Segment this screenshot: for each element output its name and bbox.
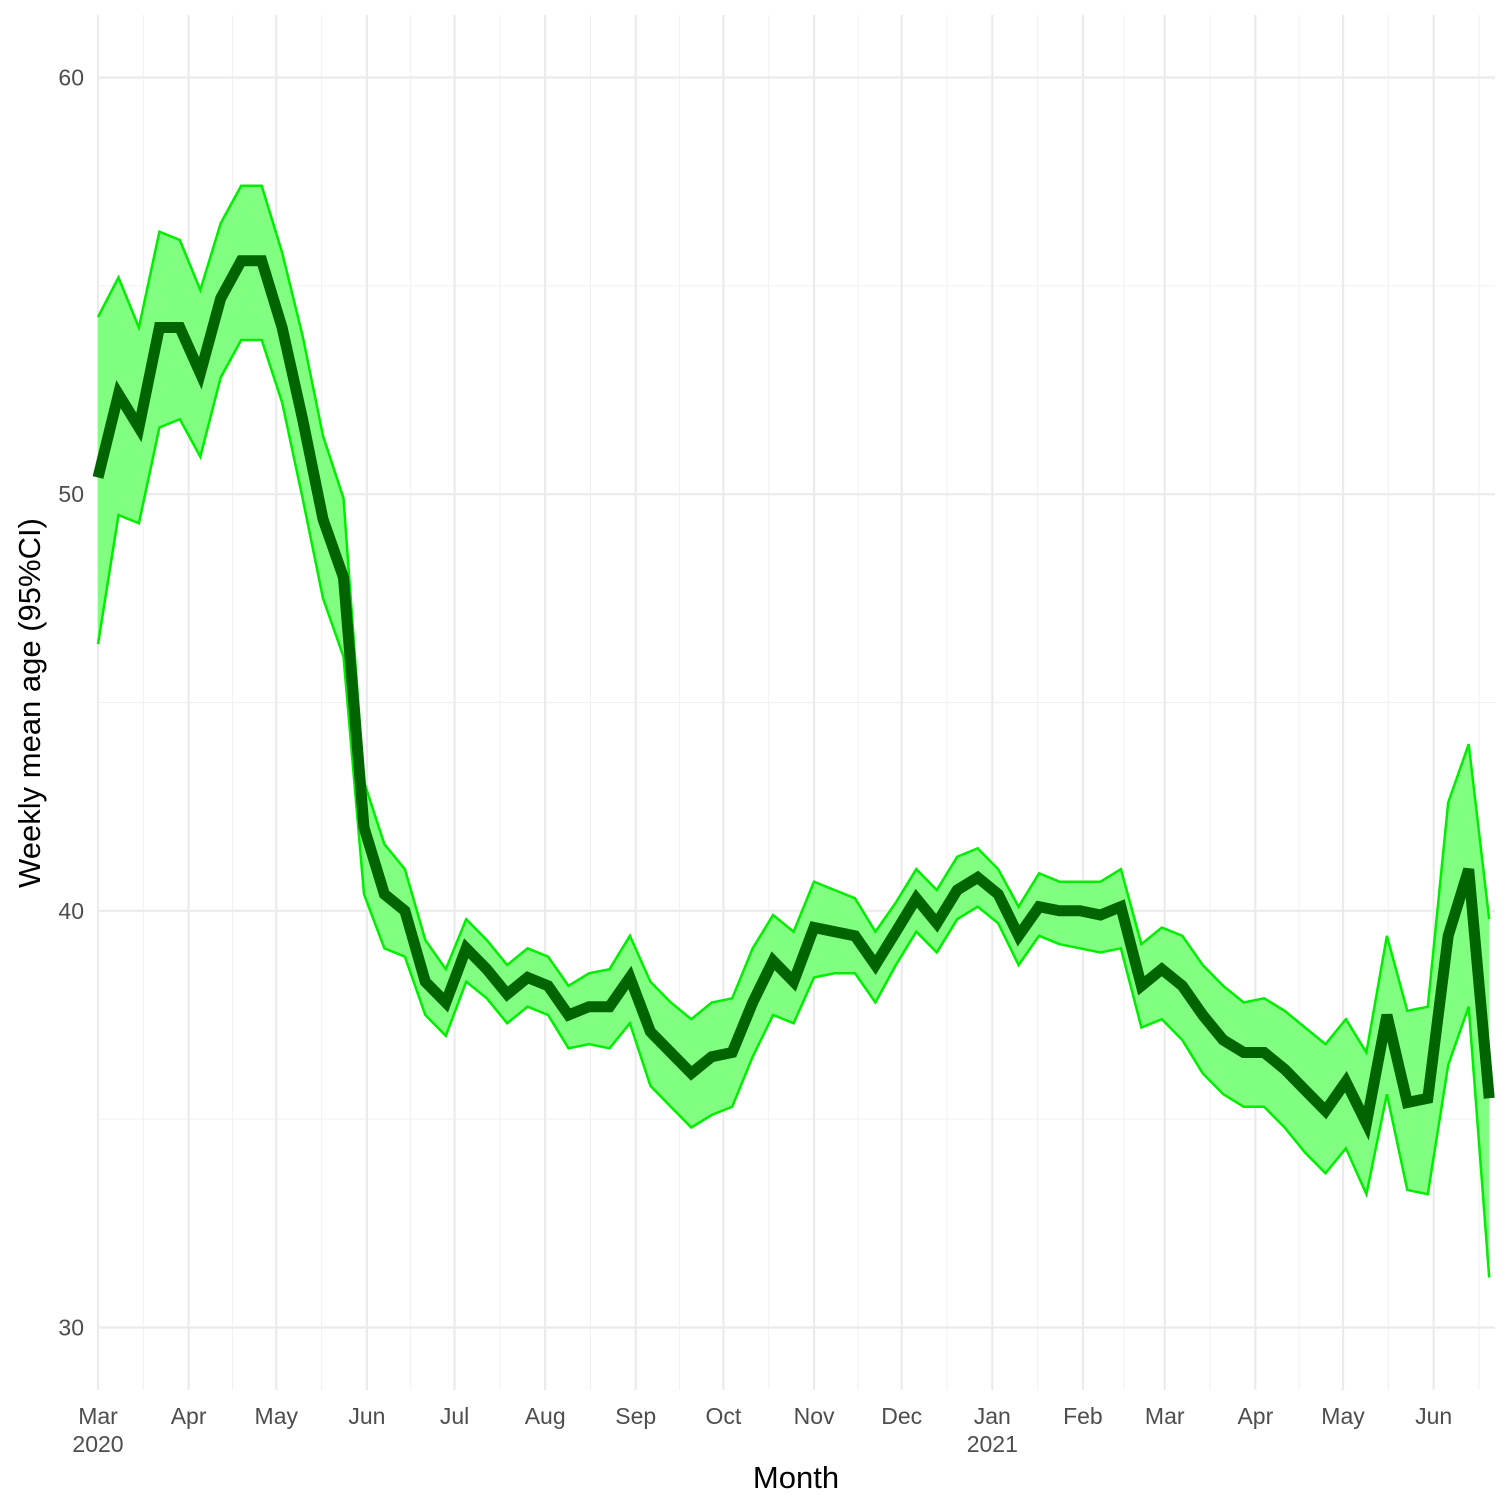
y-tick-label: 60 [58,65,84,91]
x-tick-label: May [255,1403,299,1429]
y-tick-label: 50 [58,481,84,507]
x-tick-label: Jun [1415,1403,1452,1429]
x-tick-label: May [1321,1403,1365,1429]
y-tick-label: 30 [58,1315,84,1341]
x-axis-title: Month [753,1460,839,1495]
ci-upper [96,184,1491,1056]
x-tick-label: Jan 2021 [967,1403,1018,1457]
x-tick-label: Mar [1145,1403,1185,1429]
x-tick-label: Dec [881,1403,922,1429]
x-tick-label: Apr [1237,1403,1273,1429]
x-tick-label: Oct [706,1403,742,1429]
ci-lower [96,338,1491,1278]
x-tick-label: Sep [615,1403,656,1429]
x-tick-label: Jun [348,1403,385,1429]
x-tick-label: Feb [1063,1403,1103,1429]
y-axis-title: Weekly mean age (95%CI) [12,518,47,888]
mean-line [92,255,1495,1141]
x-tick-label: Jul [440,1403,469,1429]
y-tick-label: 40 [58,898,84,924]
x-tick-label: Nov [794,1403,835,1429]
x-tick-label: Mar 2020 [72,1403,123,1457]
x-tick-label: Aug [525,1403,566,1429]
x-tick-label: Apr [171,1403,207,1429]
